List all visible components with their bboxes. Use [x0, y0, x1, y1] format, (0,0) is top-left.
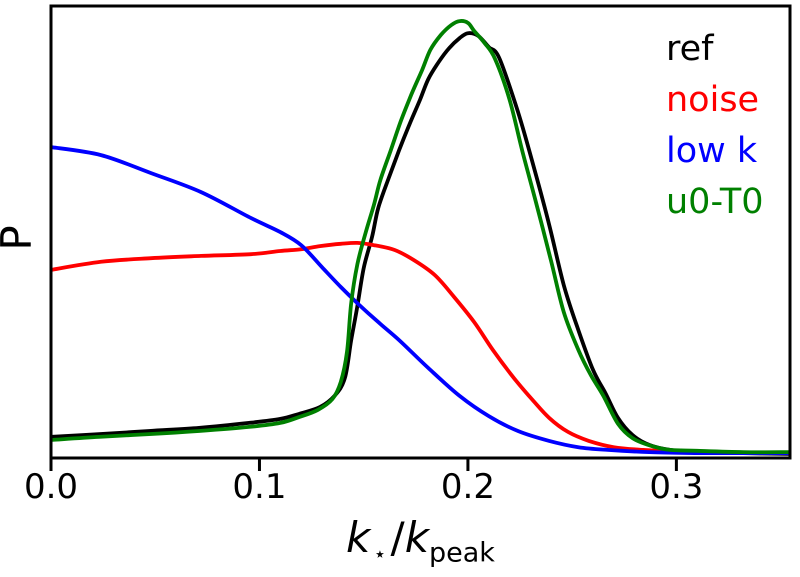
y-axis-label: P [0, 216, 42, 260]
y-axis-label-text: P [0, 225, 41, 250]
x-tick-label-0.2: 0.2 [440, 467, 495, 507]
curve-ref [52, 31, 789, 456]
x-tick-label-0.3: 0.3 [649, 467, 704, 507]
curve-noise [52, 240, 789, 455]
star-subscript: ⋆ [373, 542, 387, 567]
legend-item-noise: noise [666, 80, 760, 120]
x-axis-label: k ⋆/kpeak [51, 508, 790, 568]
x-tick-label-0.0: 0.0 [23, 467, 79, 507]
legend: ref noise low k u0-T0 [666, 24, 764, 228]
legend-item-u0-T0: u0-T0 [666, 182, 764, 222]
curve-u0-T0 [52, 19, 789, 455]
peak-subscript: peak [429, 537, 495, 569]
axes-frame [49, 4, 792, 460]
xlabel-slash: / [390, 513, 405, 562]
xlabel-k-star: k [346, 513, 371, 562]
legend-item-low-k: low k [666, 131, 758, 171]
curve-low-k [52, 145, 789, 456]
legend-item-ref: ref [666, 29, 714, 69]
x-tick-label-0.1: 0.1 [232, 467, 287, 507]
xlabel-k-peak: k [404, 513, 430, 562]
